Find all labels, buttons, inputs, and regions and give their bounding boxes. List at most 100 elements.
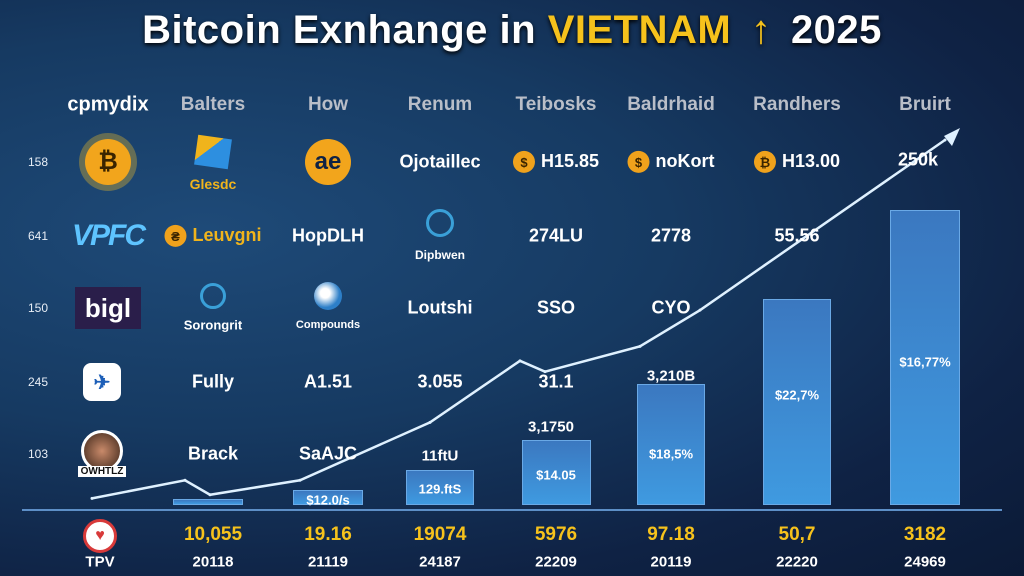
table-cell: $ H15.85 xyxy=(512,150,600,174)
x-axis-line xyxy=(22,509,1002,511)
column-header: How xyxy=(307,94,349,115)
column-header: Renum xyxy=(407,94,473,115)
bar xyxy=(406,469,474,505)
table-cell: Glesdc xyxy=(190,176,237,192)
title-highlight: VIETNAM xyxy=(547,8,732,52)
table-cell: Sorongrit xyxy=(184,318,243,333)
year-label: 21119 xyxy=(307,553,349,571)
column-header: Bruirt xyxy=(899,94,951,115)
bar-value-label: $18,5% xyxy=(648,446,694,462)
y-axis-label: 150 xyxy=(27,301,49,315)
table-cell: A1.51 xyxy=(304,372,352,393)
cell-text: 3.055 xyxy=(417,371,463,392)
cell-text: Sorongrit xyxy=(183,317,243,333)
cube-logo-icon xyxy=(194,134,232,170)
line-point xyxy=(298,478,302,482)
bar xyxy=(763,298,831,505)
coin-icon: $ xyxy=(512,151,535,174)
line-point xyxy=(543,370,547,374)
coin-icon: ₴ xyxy=(164,225,187,248)
bar xyxy=(293,490,363,505)
cell-text: Loutshi xyxy=(407,297,473,318)
table-cell: Brack xyxy=(188,444,238,465)
year-label: 20118 xyxy=(192,553,234,571)
column-header: cpmydix xyxy=(67,93,149,116)
bottom-label: TPV xyxy=(85,553,115,571)
page-title: Bitcoin Exnhange in VIETNAM ↑ 2025 xyxy=(0,8,1024,53)
column-header: Balters xyxy=(180,94,246,115)
cell-text: Dipbwen xyxy=(415,248,465,262)
table-cell: 11ftU xyxy=(422,448,459,465)
cell-text: 31.1 xyxy=(538,371,574,392)
year-label: 22209 xyxy=(535,553,577,571)
bar xyxy=(637,384,705,505)
cell-text: HopDLH xyxy=(292,225,364,246)
table-cell: 3,210B xyxy=(647,368,695,385)
cell-text: 274LU xyxy=(528,225,584,246)
line-point xyxy=(208,493,212,497)
table-cell: Fully xyxy=(192,372,234,393)
bottom-value: 10,055 xyxy=(183,524,243,545)
bottom-value: 19.16 xyxy=(304,524,352,545)
column-header: Baldrhaid xyxy=(627,94,715,115)
line-point xyxy=(183,478,187,482)
avatar: OWHTLZ xyxy=(73,430,131,482)
table-cell: SSO xyxy=(537,298,575,319)
y-axis-label: 158 xyxy=(27,155,49,169)
cell-text: Leuvgni xyxy=(192,224,262,245)
bottom-value: 19074 xyxy=(413,524,467,545)
cell-text: 2778 xyxy=(650,225,692,246)
table-cell: 3,1750 xyxy=(528,419,574,436)
y-axis-label: 245 xyxy=(27,375,49,389)
table-cell: Compounds xyxy=(296,319,360,331)
table-cell: Loutshi xyxy=(408,298,473,319)
title-year: 2025 xyxy=(790,8,882,52)
table-cell: Dipbwen xyxy=(415,248,465,262)
avatar-caption: OWHTLZ xyxy=(77,466,127,477)
earth-icon xyxy=(314,282,342,310)
bar-value-label: $16,77% xyxy=(899,354,951,370)
bottom-value: 5976 xyxy=(534,524,578,545)
bottom-value: 3182 xyxy=(903,524,947,545)
table-cell: 2778 xyxy=(651,226,691,247)
cell-text: SaAJC xyxy=(298,443,358,464)
bar-value-label: $14.05 xyxy=(536,467,576,483)
line-point xyxy=(428,420,432,424)
y-axis-label: 103 xyxy=(27,447,49,461)
arrow-head-icon xyxy=(944,128,960,146)
table-cell: 274LU xyxy=(529,226,583,247)
year-label: 24969 xyxy=(904,553,946,571)
table-cell: 31.1 xyxy=(538,372,573,393)
column-header: Randhers xyxy=(753,94,841,115)
bar xyxy=(173,499,243,505)
coin-icon: $ xyxy=(627,151,650,174)
globe-icon xyxy=(426,209,454,237)
y-axis-label: 641 xyxy=(27,229,49,243)
column-header: Teibosks xyxy=(515,94,597,115)
table-cell: ₿ H13.00 xyxy=(753,150,841,174)
bottom-value: 97.18 xyxy=(647,524,695,545)
cell-text: SSO xyxy=(536,297,576,318)
bigl-logo: bigl xyxy=(75,287,141,329)
cell-text: 11ftU xyxy=(421,447,459,465)
year-label: 20119 xyxy=(650,553,692,571)
bitcoin-logo-icon: ₿ xyxy=(85,139,131,185)
bar xyxy=(890,210,960,505)
bar-value-label: 129.ftS xyxy=(418,481,462,497)
cell-text: CYO xyxy=(651,297,691,318)
table-cell: 3.055 xyxy=(417,372,462,393)
up-arrow-icon: ↑ xyxy=(750,8,772,52)
trend-line-path xyxy=(91,138,946,500)
table-cell: 55.56 xyxy=(774,226,819,247)
table-cell: $ noKort xyxy=(627,151,714,174)
table-cell: ₴ Leuvgni xyxy=(164,224,262,248)
cell-text: H15.85 xyxy=(540,150,600,171)
cell-text: H13.00 xyxy=(781,150,841,171)
year-label: 22220 xyxy=(776,553,818,571)
table-cell: CYO xyxy=(651,298,690,319)
cell-text: 3,1750 xyxy=(528,418,574,436)
cell-text: Ojotaillec xyxy=(399,151,481,172)
bottom-value: 50,7 xyxy=(778,524,816,545)
bar-value-label: $22,7% xyxy=(774,387,820,402)
